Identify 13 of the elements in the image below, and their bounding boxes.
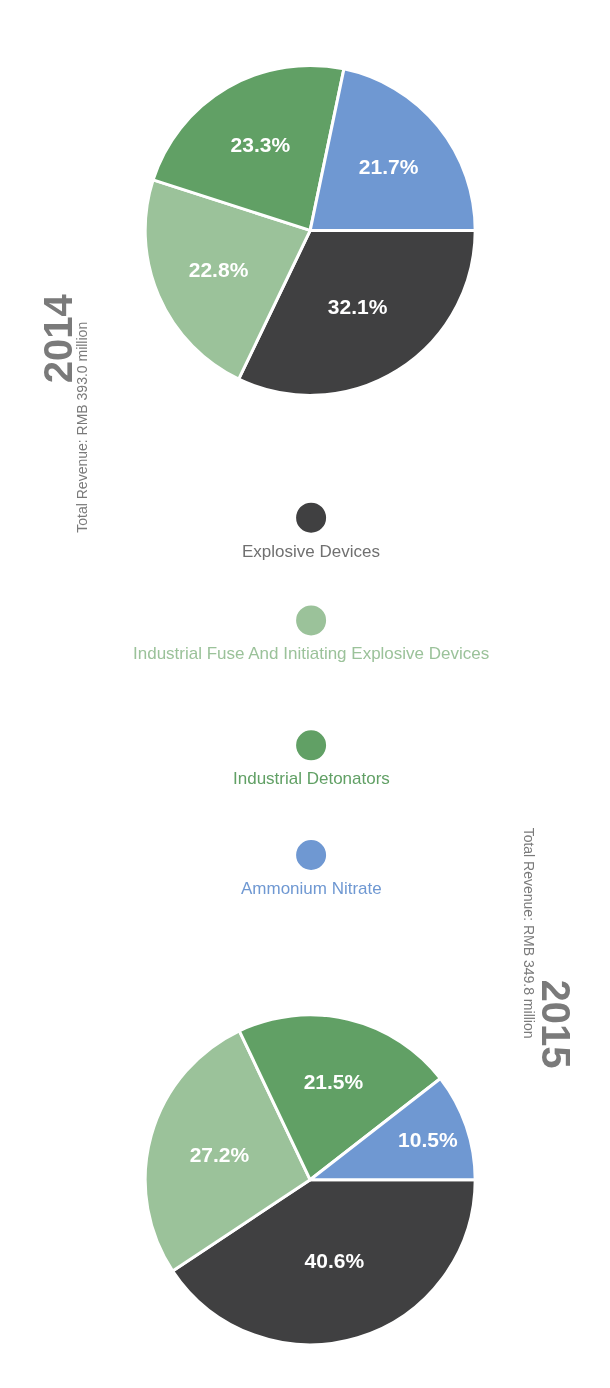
data-label: 40.6%	[304, 1249, 365, 1273]
data-label: 23.3%	[230, 133, 291, 157]
data-label: 22.8%	[188, 258, 249, 282]
data-label: 32.1%	[327, 294, 388, 318]
data-label: 21.7%	[358, 155, 419, 179]
data-label: 21.5%	[303, 1069, 364, 1093]
legend-label: Ammonium Nitrate	[241, 879, 382, 898]
data-label: 27.2%	[189, 1143, 250, 1167]
text: Total Revenue: RMB 349.8 million	[521, 827, 538, 1039]
legend-label: Industrial Detonators	[233, 769, 390, 788]
data-label: 10.5%	[398, 1127, 458, 1151]
legend-label: Explosive Devices	[242, 542, 380, 561]
legend-label: Industrial Fuse And Initiating Explosive Devices	[133, 644, 490, 663]
